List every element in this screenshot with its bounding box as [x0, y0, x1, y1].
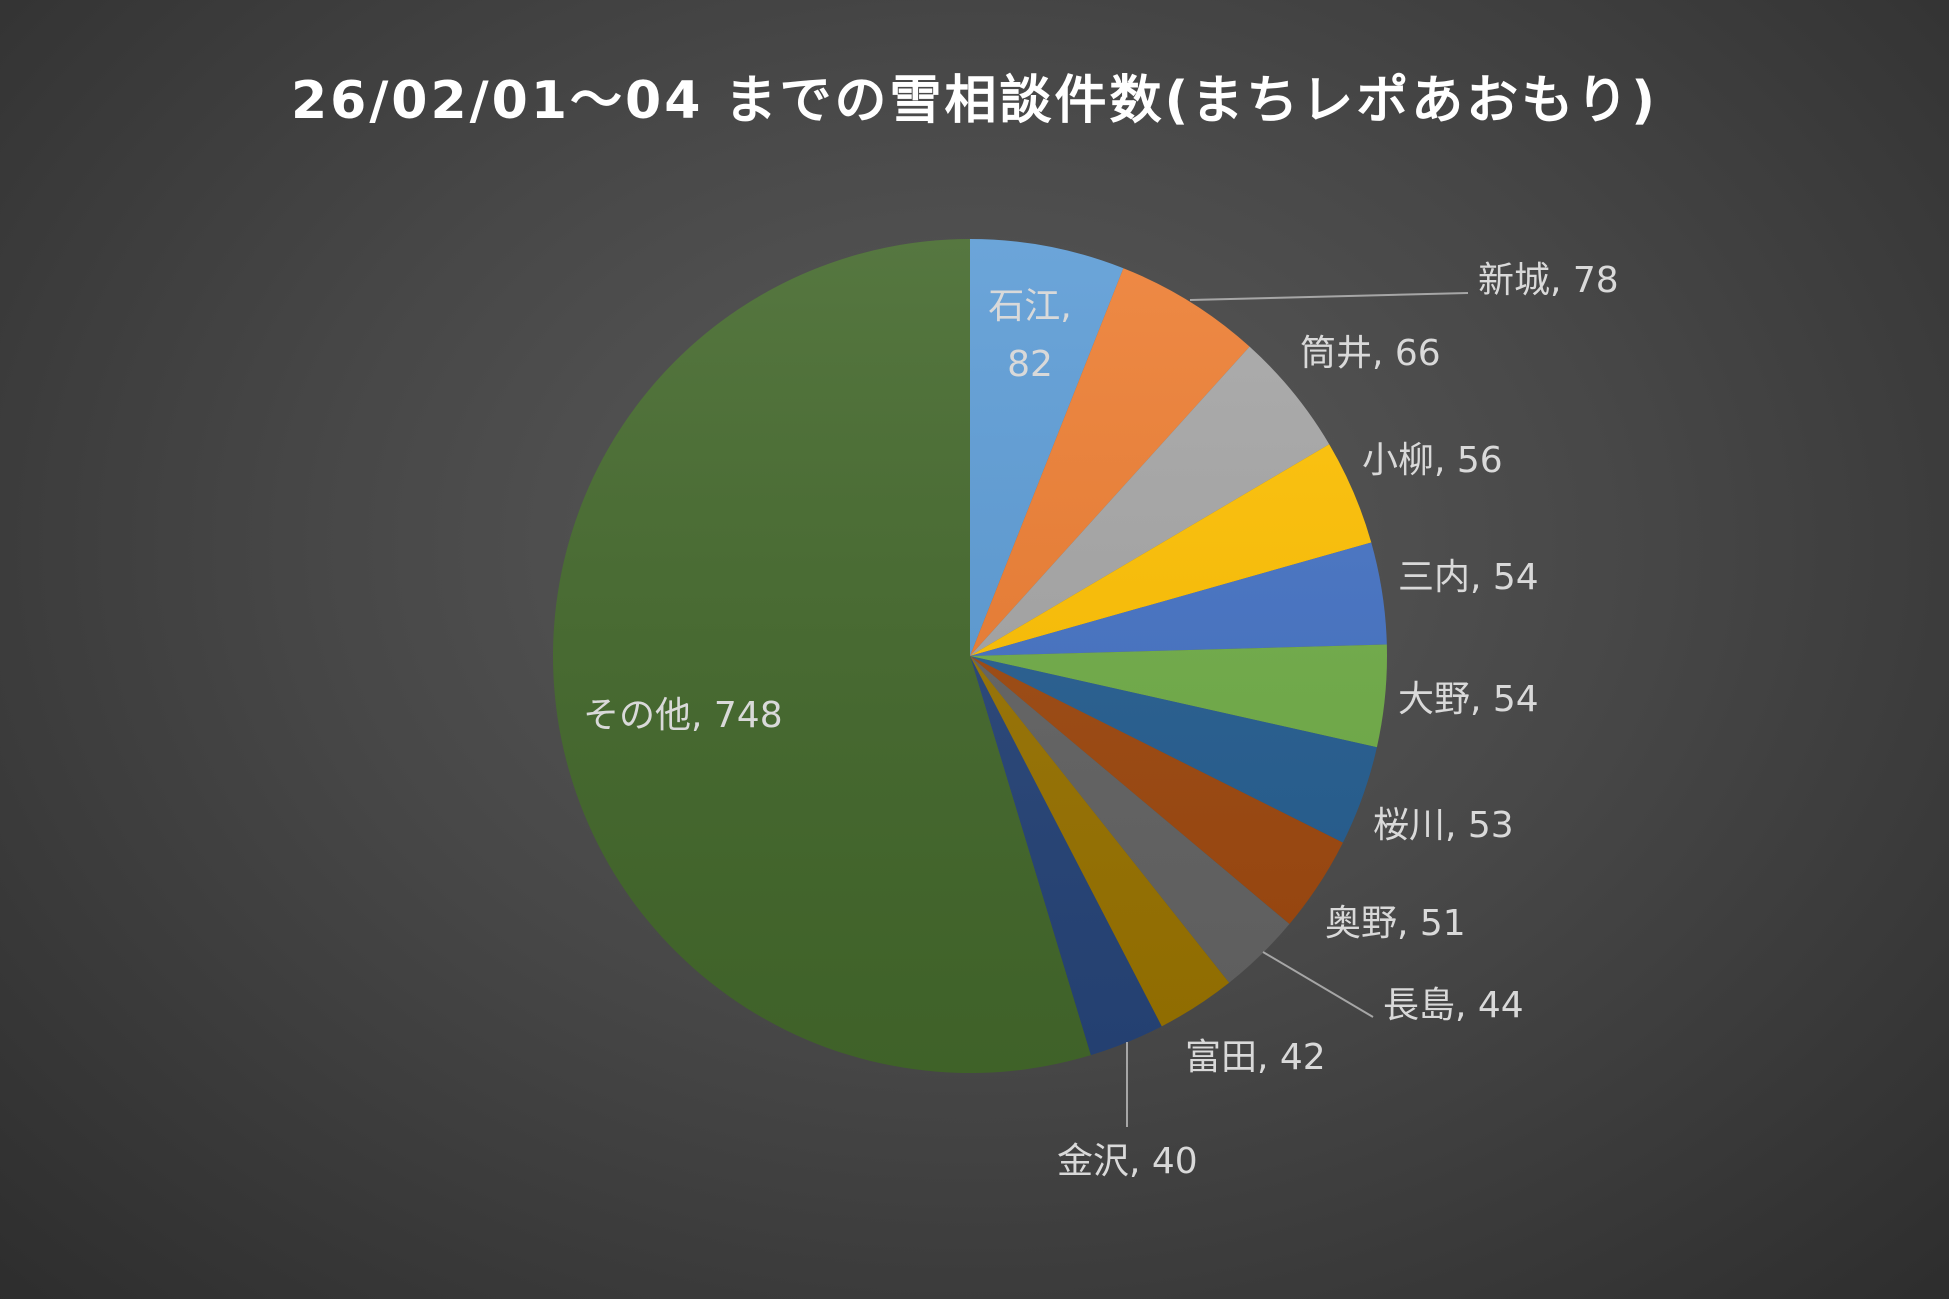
leader-line-長島	[1262, 951, 1374, 1018]
data-label-富田: 富田, 42	[1185, 1037, 1326, 1078]
data-label-大野: 大野, 54	[1398, 679, 1539, 720]
data-label-桜川: 桜川, 53	[1373, 805, 1514, 846]
data-label-小柳: 小柳, 56	[1362, 440, 1503, 481]
data-label-value-石江: 82	[1007, 344, 1053, 385]
leader-line-新城	[1189, 292, 1469, 301]
data-label-長島: 長島, 44	[1383, 985, 1524, 1026]
data-label-金沢: 金沢, 40	[1057, 1141, 1198, 1182]
data-label-奥野: 奥野, 51	[1325, 903, 1466, 944]
data-label-新城: 新城, 78	[1478, 260, 1619, 301]
data-label-石江: 石江,	[988, 286, 1071, 327]
chart-title: 26/02/01～04 までの雪相談件数(まちレポあおもり)	[290, 71, 1659, 131]
data-label-三内: 三内, 54	[1398, 557, 1539, 598]
data-label-その他: その他, 748	[583, 695, 783, 736]
data-label-筒井: 筒井, 66	[1300, 333, 1441, 374]
